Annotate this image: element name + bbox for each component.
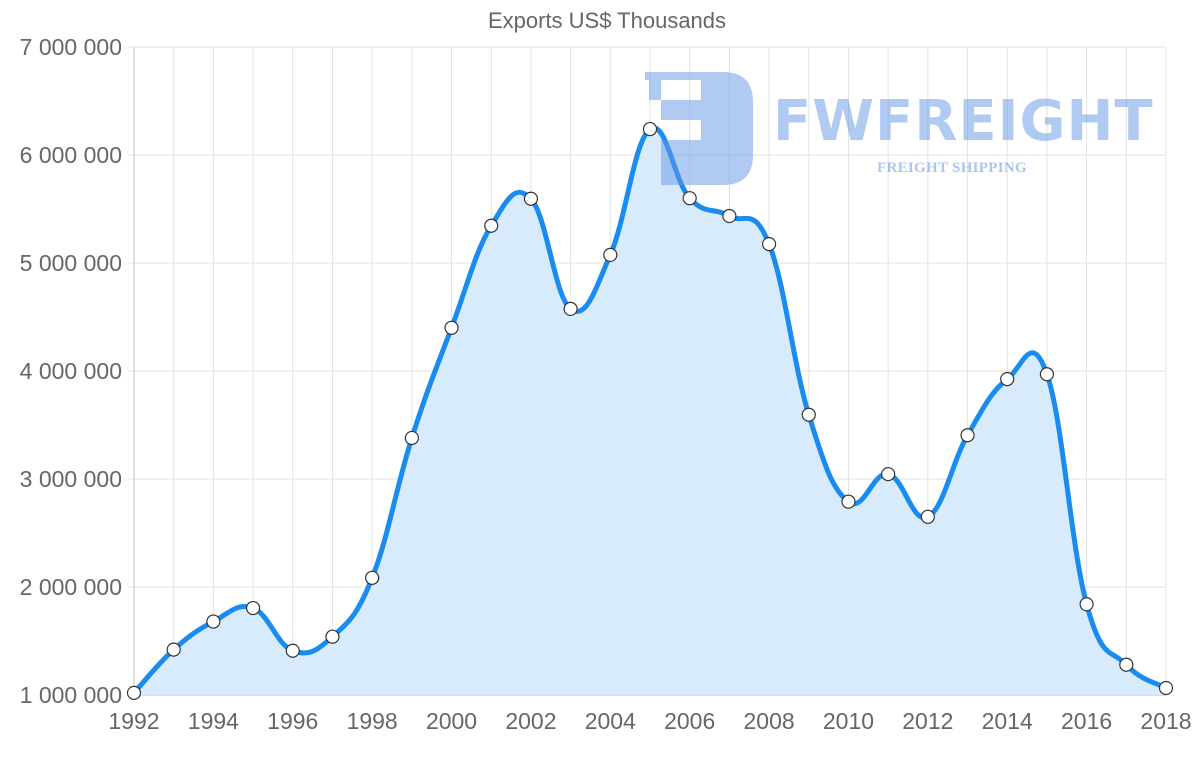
- area-fill-path: [134, 127, 1166, 695]
- data-point[interactable]: 1998: 2085000: [365, 570, 380, 585]
- data-point[interactable]: 2015: 3970000: [1039, 367, 1055, 382]
- y-tick-label: 4 000 000: [20, 358, 122, 384]
- data-point[interactable]: 1994: 1680000: [206, 614, 221, 629]
- data-point[interactable]: 2010: 2790000: [841, 494, 856, 509]
- y-tick-label: 5 000 000: [20, 250, 122, 276]
- x-tick-label: 2018: [1140, 708, 1191, 734]
- x-tick-label: 2014: [982, 708, 1033, 734]
- data-point[interactable]: 1999: 3380000: [404, 430, 419, 446]
- data-point[interactable]: 2003: 4575000: [563, 301, 578, 316]
- data-point[interactable]: 2012: 2650000: [920, 509, 935, 524]
- data-point[interactable]: 1997: 1540000: [325, 629, 340, 644]
- chart-title: Exports US$ Thousands: [487, 8, 727, 33]
- x-axis-ticks: 1992 1994 1996 1998 2000 2002 2004 2006 2008 2010…: [108, 708, 1191, 734]
- data-point[interactable]: 2006: 5600000: [682, 191, 697, 206]
- x-tick-label: 1998: [347, 708, 398, 734]
- x-tick-label: 1996: [267, 708, 318, 734]
- x-tick-label: 2002: [505, 708, 556, 734]
- y-tick-label: 7 000 000: [20, 34, 122, 60]
- y-tick-label: 3 000 000: [20, 466, 122, 492]
- y-axis-ticks: 7 000 000 6 000 000 5 000 000 4 000 000 3 00…: [20, 34, 122, 708]
- y-tick-label: 1 000 000: [20, 682, 122, 708]
- data-point[interactable]: 2016: 1840000: [1079, 597, 1094, 612]
- data-point[interactable]: 1996: 1410000: [285, 643, 300, 658]
- x-tick-label: 2016: [1061, 708, 1112, 734]
- data-point[interactable]: 2008: 5175000: [761, 237, 777, 252]
- data-point[interactable]: 2014: 3925000: [1000, 372, 1015, 387]
- y-tick-label: 6 000 000: [20, 142, 122, 168]
- data-point[interactable]: 2007: 5435000: [722, 208, 737, 224]
- x-tick-label: 2010: [823, 708, 874, 734]
- x-tick-label: 2004: [585, 708, 636, 734]
- x-tick-label: 2006: [664, 708, 715, 734]
- data-point[interactable]: 2017: 1280000: [1119, 657, 1134, 672]
- data-point[interactable]: 2013: 3405000: [960, 428, 975, 443]
- area-fill: [134, 127, 1166, 695]
- data-points: 1992: 1020000 1993: 1420000 1994: 1680000 1…: [126, 121, 1174, 700]
- data-point[interactable]: 2005: 6240000: [642, 121, 658, 137]
- x-tick-label: 1994: [188, 708, 239, 734]
- data-point[interactable]: 2009: 3595000: [801, 407, 816, 422]
- x-tick-label: 1992: [108, 708, 159, 734]
- data-point[interactable]: 2004: 5075000: [603, 247, 618, 262]
- data-point[interactable]: 1993: 1420000: [166, 642, 181, 657]
- data-point[interactable]: 2000: 4400000: [444, 320, 459, 335]
- data-point[interactable]: 2001: 5345000: [484, 218, 499, 233]
- data-point[interactable]: 1992: 1020000: [126, 685, 142, 700]
- data-point[interactable]: 2018: 1065000: [1158, 680, 1174, 696]
- data-point[interactable]: 1995: 1805000: [245, 600, 261, 616]
- x-tick-label: 2012: [902, 708, 953, 734]
- x-tick-label: 2008: [743, 708, 794, 734]
- data-point[interactable]: 2002: 5595000: [523, 191, 539, 206]
- x-tick-label: 2000: [426, 708, 477, 734]
- y-tick-label: 2 000 000: [20, 574, 122, 600]
- data-point[interactable]: 2011: 3045000: [881, 467, 896, 482]
